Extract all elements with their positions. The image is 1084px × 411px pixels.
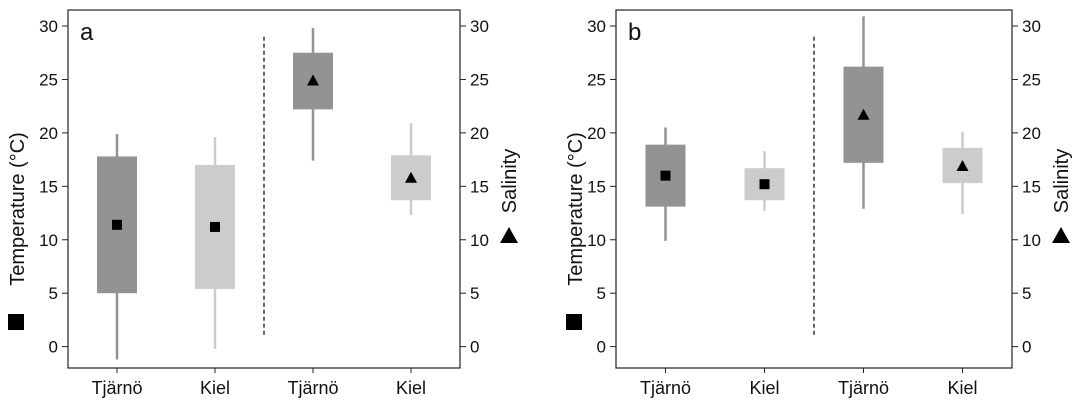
triangle-legend-icon: [500, 227, 518, 243]
panel-label: a: [80, 19, 94, 46]
median-square-marker: [660, 170, 671, 181]
box-temperature-1: [195, 137, 235, 349]
left-tick-label: 10: [39, 231, 58, 250]
right-tick-label: 15: [470, 177, 489, 196]
left-axis-title: Temperature (°C): [7, 132, 29, 330]
right-axis-title: Salinity: [499, 149, 521, 243]
panel-a: 0 0 5 5 10 10 15 15 20 20 25 25 30 30 Tjärnö Kiel Tjärnö…: [7, 9, 521, 398]
left-tick-label: 15: [587, 177, 606, 196]
box-salinity-2: [293, 28, 333, 161]
right-tick-label: 25: [1022, 70, 1041, 89]
triangle-legend-icon: [1052, 227, 1070, 243]
right-tick-label: 10: [470, 231, 489, 250]
left-tick-label: 25: [587, 70, 606, 89]
y-right-label: Salinity: [1051, 149, 1073, 213]
median-square-marker: [112, 219, 122, 230]
box-salinity-3: [942, 131, 983, 215]
y-left-label: Temperature (°C): [565, 132, 587, 286]
plot-frame: [67, 9, 461, 369]
plot-frame: [615, 9, 1013, 369]
right-tick-label: 20: [470, 124, 489, 143]
category-label: Kiel: [396, 378, 426, 398]
category-label: Kiel: [200, 378, 230, 398]
right-tick-label: 0: [470, 338, 479, 357]
right-tick-label: 5: [1022, 284, 1031, 303]
square-legend-icon: [566, 314, 582, 330]
square-legend-icon: [8, 314, 24, 330]
category-label: Tjärnö: [91, 378, 142, 398]
median-triangle-marker: [405, 171, 417, 183]
left-tick-label: 15: [39, 177, 58, 196]
category-label: Kiel: [947, 378, 977, 398]
left-tick-label: 30: [587, 17, 606, 36]
left-tick-label: 30: [39, 17, 58, 36]
left-tick-label: 25: [39, 70, 58, 89]
right-tick-label: 30: [1022, 17, 1041, 36]
left-tick-label: 10: [587, 231, 606, 250]
right-tick-label: 30: [470, 17, 489, 36]
y-right-label: Salinity: [499, 149, 521, 213]
box-temperature-1: [744, 151, 785, 211]
right-tick-label: 25: [470, 70, 489, 89]
left-tick-label: 20: [39, 124, 58, 143]
box-salinity-3: [391, 123, 431, 216]
left-tick-label: 5: [597, 284, 606, 303]
panel-b: 0 0 5 5 10 10 15 15 20 20 25 25 30 30 Tjärnö Kiel Tjärnö…: [565, 9, 1073, 398]
median-triangle-marker: [956, 160, 969, 172]
category-label: Tjärnö: [640, 378, 691, 398]
median-square-marker: [210, 221, 220, 232]
left-tick-label: 0: [49, 338, 58, 357]
y-left-label: Temperature (°C): [7, 132, 29, 286]
left-axis-title: Temperature (°C): [565, 132, 587, 330]
right-axis-title: Salinity: [1051, 149, 1073, 243]
category-label: Tjärnö: [287, 378, 338, 398]
category-label: Kiel: [749, 378, 779, 398]
median-triangle-marker: [307, 74, 319, 86]
category-label: Tjärnö: [838, 378, 889, 398]
left-tick-label: 20: [587, 124, 606, 143]
left-tick-label: 5: [49, 284, 58, 303]
box-salinity-2: [843, 16, 884, 209]
left-tick-label: 0: [597, 338, 606, 357]
median-square-marker: [759, 179, 770, 190]
right-tick-label: 10: [1022, 231, 1041, 250]
right-tick-label: 15: [1022, 177, 1041, 196]
right-tick-label: 5: [470, 284, 479, 303]
box-temperature-0: [645, 127, 686, 241]
right-tick-label: 20: [1022, 124, 1041, 143]
median-triangle-marker: [857, 108, 870, 120]
panel-label: b: [628, 19, 641, 46]
right-tick-label: 0: [1022, 338, 1031, 357]
box-temperature-0: [97, 133, 137, 360]
